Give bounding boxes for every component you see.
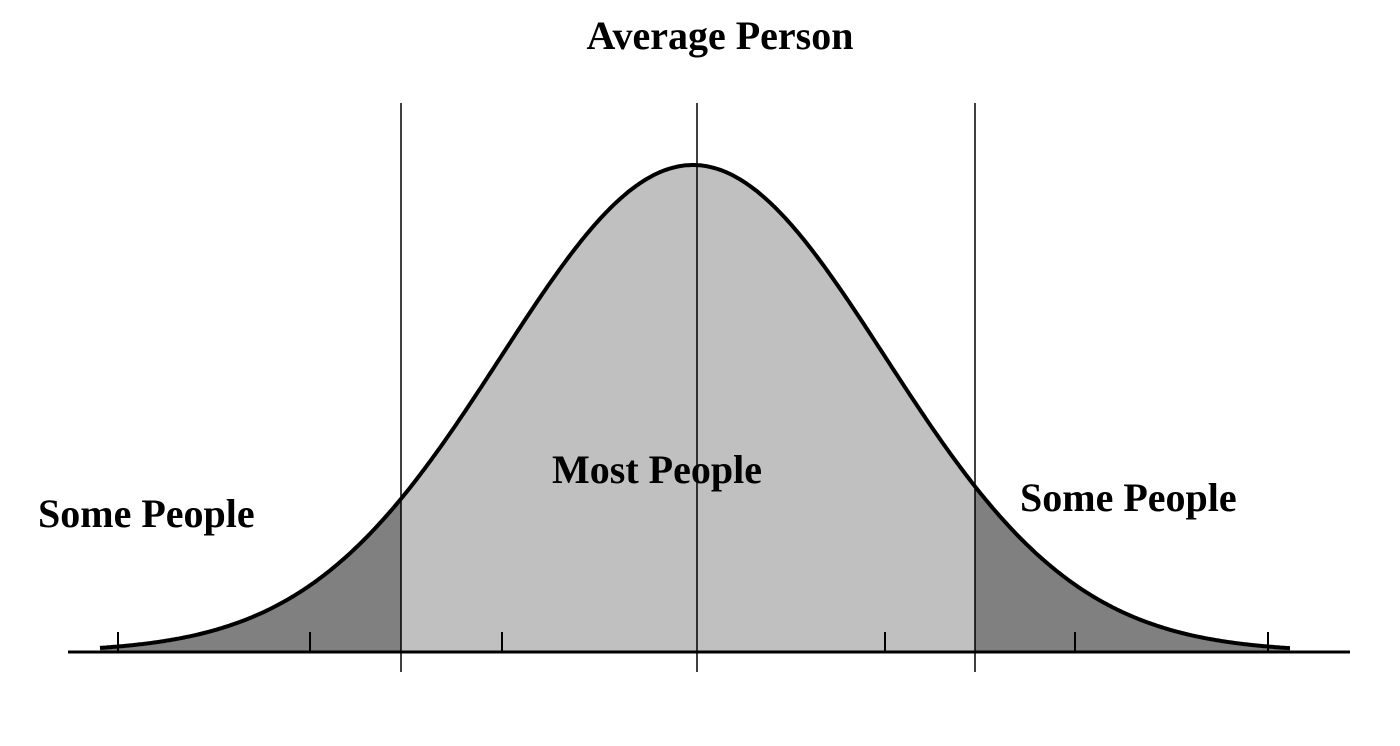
center-label: Most People [552,447,762,492]
right-label: Some People [1020,475,1237,520]
tail-left [100,498,401,652]
curve-outline [99,163,1291,651]
left-label: Some People [38,491,255,536]
middle-region [401,165,975,652]
tick-marks [117,632,1269,652]
tail-right [975,486,1290,652]
curve-shapes [99,163,1291,652]
top-label: Average Person [587,13,854,58]
